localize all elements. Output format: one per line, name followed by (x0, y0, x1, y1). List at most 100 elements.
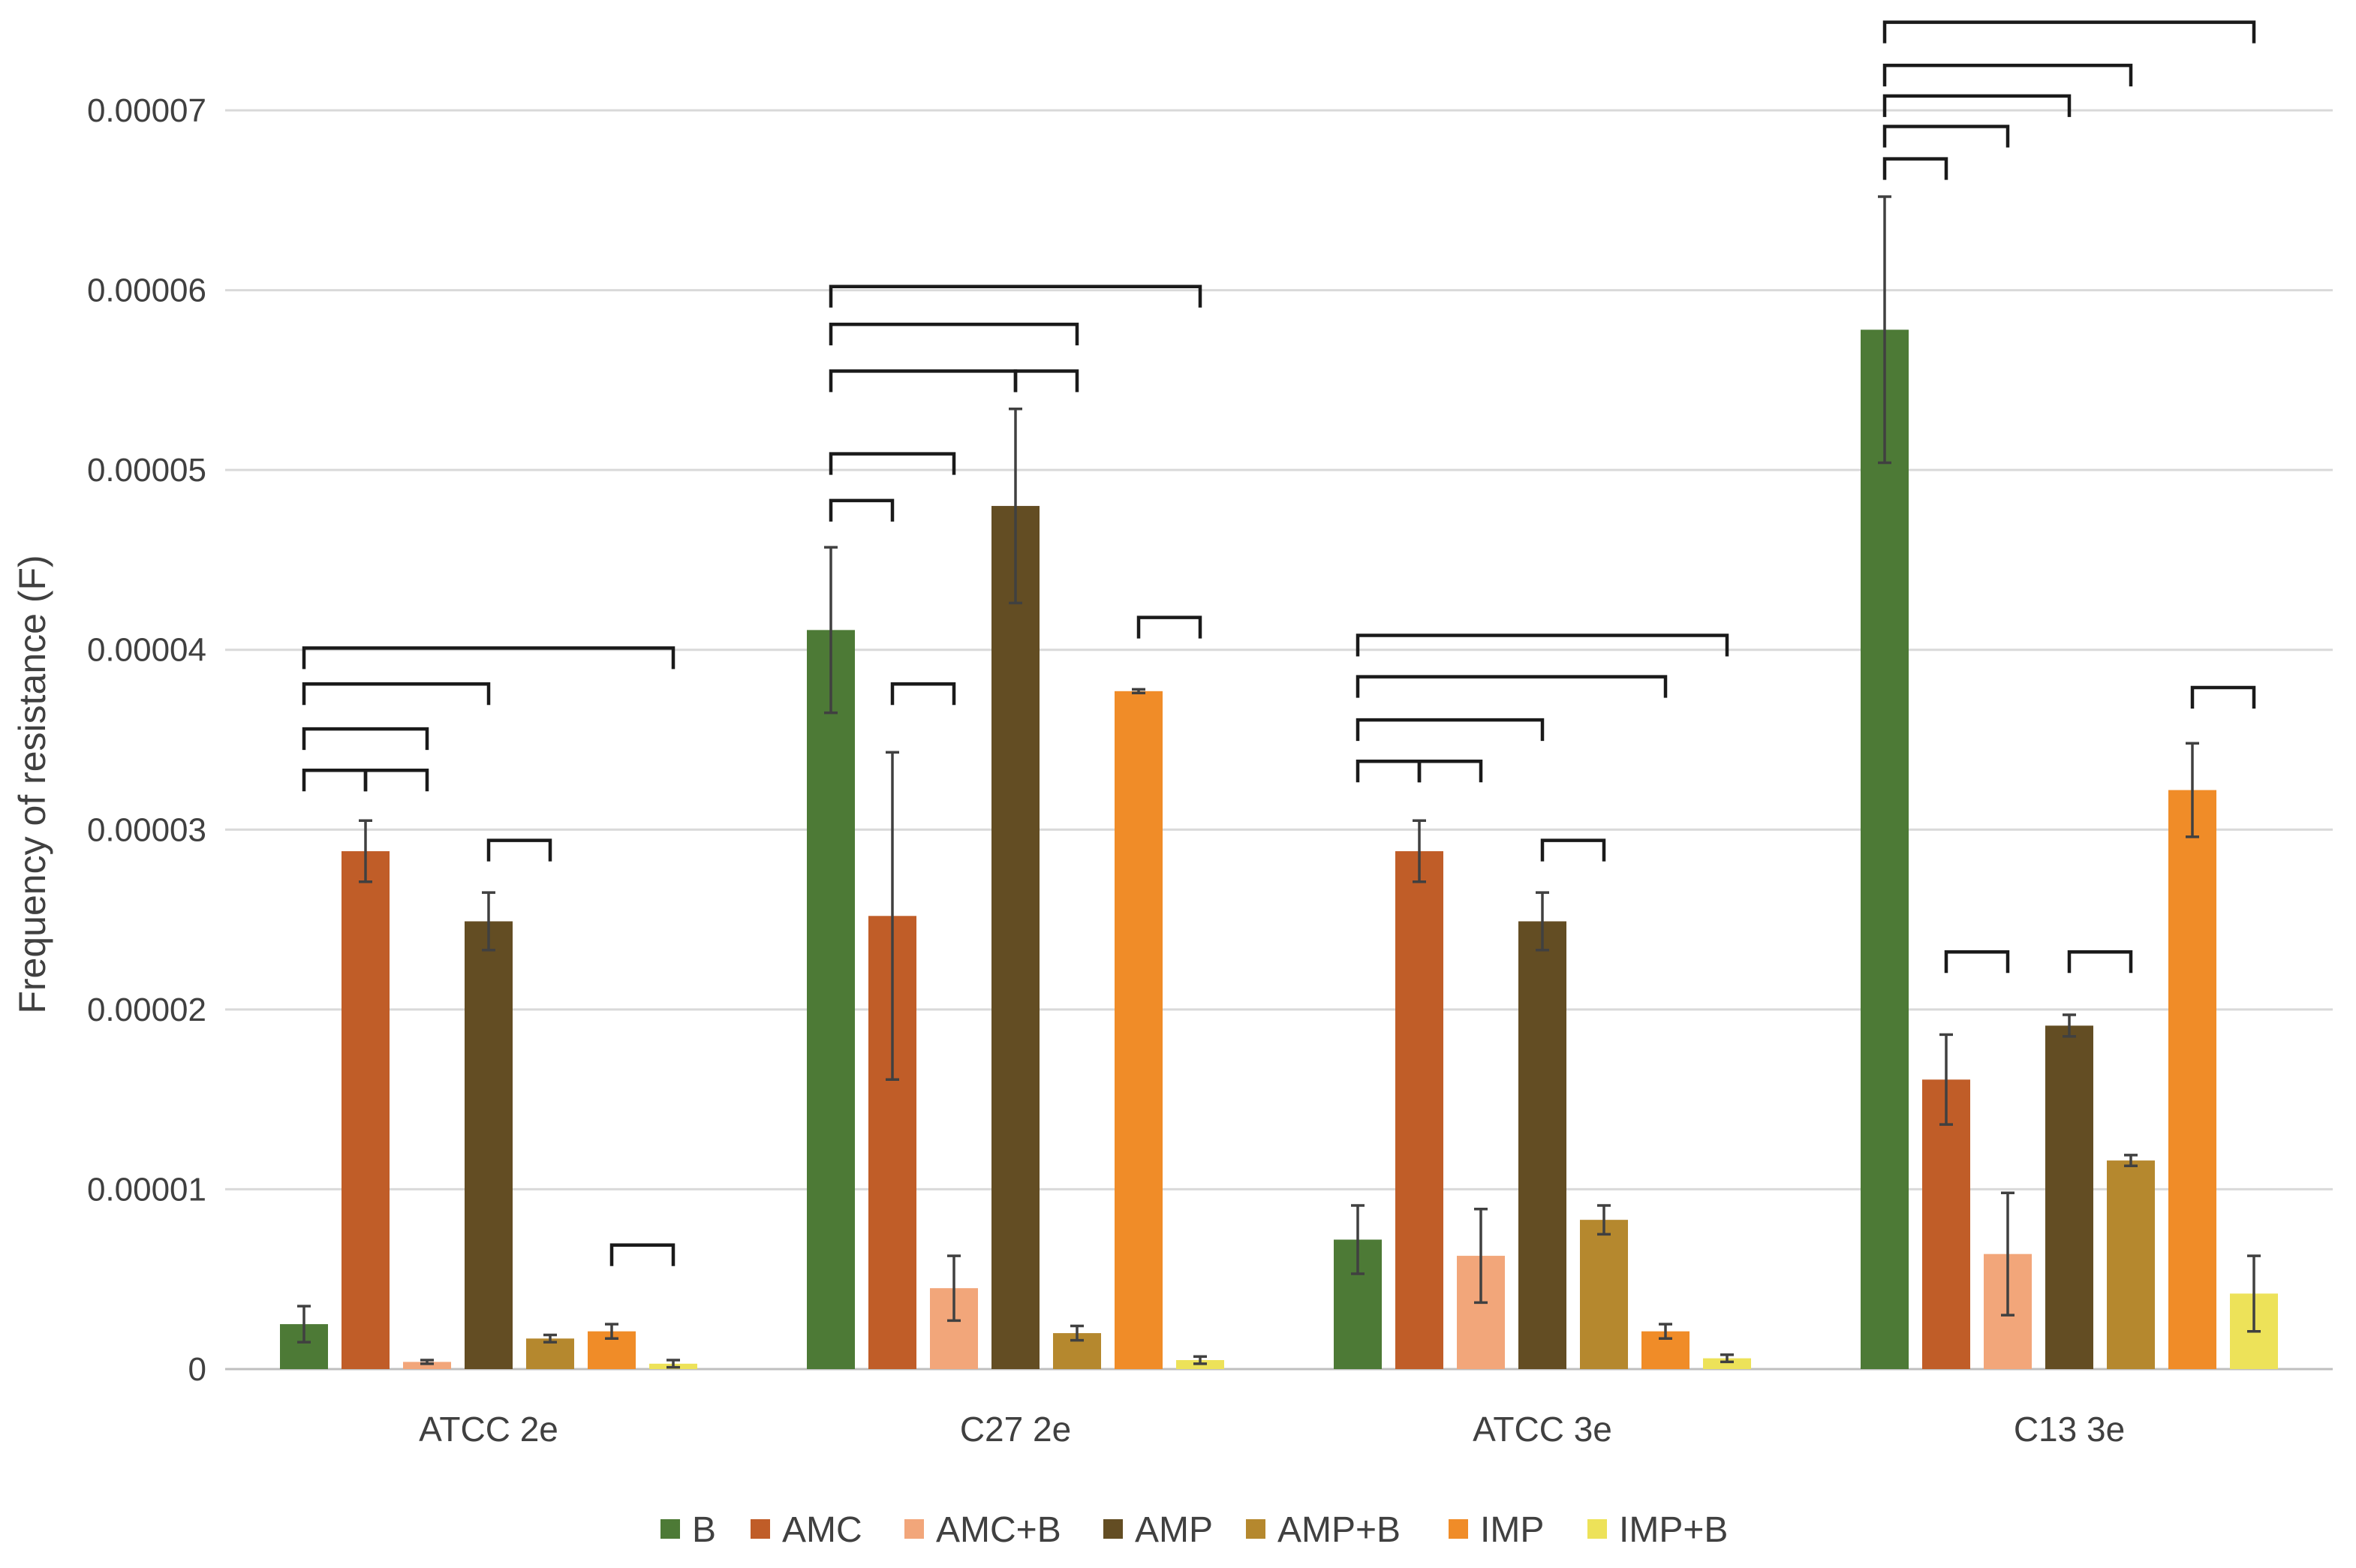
error-bar (1536, 891, 1549, 952)
significance-bracket (1882, 157, 1948, 180)
error-bar (2247, 1254, 2261, 1333)
gridlines (225, 109, 2333, 1371)
error-bar (1070, 1324, 1084, 1342)
legend-swatch (1246, 1519, 1265, 1539)
legend-label: B (692, 1510, 716, 1550)
bar (2168, 790, 2216, 1369)
error-bar (2063, 1013, 2076, 1038)
significance-bracket (1882, 20, 2256, 44)
bar (342, 851, 390, 1369)
significance-bracket (302, 727, 429, 751)
legend-swatch (751, 1519, 770, 1539)
significance-bracket (1356, 718, 1545, 742)
y-axis-tick-labels: 0 0.00001 0.00002 0.00003 0.00004 0.00005 0.00… (87, 92, 206, 1388)
error-bars (297, 195, 2261, 1369)
significance-bracket (1882, 94, 2072, 117)
y-tick-label: 0.00006 (87, 272, 206, 309)
legend-item: AMC (751, 1510, 862, 1550)
y-tick-label: 0.00001 (87, 1171, 206, 1208)
legend-item: IMP (1449, 1510, 1544, 1550)
error-bar (2124, 1154, 2138, 1168)
significance-bracket (829, 322, 1079, 346)
error-bar (824, 546, 838, 715)
bar (1703, 1358, 1751, 1369)
significance-bracket (302, 646, 676, 670)
error-bar (1132, 688, 1145, 694)
significance-bracket (1882, 63, 2133, 87)
error-bar (1659, 1323, 1672, 1341)
legend-label: IMP+B (1619, 1510, 1728, 1550)
error-bar (886, 751, 899, 1082)
error-bar (1720, 1353, 1734, 1364)
significance-bracket (829, 369, 1018, 393)
bar (807, 630, 855, 1369)
x-category-label: ATCC 2e (419, 1410, 558, 1449)
x-category-label: C27 2e (960, 1410, 1071, 1449)
error-bar (1193, 1355, 1207, 1365)
bar (1518, 921, 1566, 1369)
significance-bracket (829, 452, 956, 475)
legend-item: AMC+B (904, 1510, 1061, 1550)
bar (526, 1338, 574, 1369)
significance-bracket (890, 682, 956, 706)
bar (2107, 1160, 2155, 1369)
significance-bracket (302, 768, 368, 792)
significance-bracket (1356, 675, 1668, 698)
legend-swatch (1587, 1519, 1607, 1539)
y-axis-title: Frequency of resistance (F) (11, 555, 53, 1013)
error-bar (420, 1359, 434, 1365)
significance-bracket (829, 284, 1202, 308)
significance-bracket (1882, 125, 2010, 148)
legend-item: AMP (1103, 1510, 1213, 1550)
legend-label: AMC (782, 1510, 862, 1550)
significance-bracket (609, 1243, 676, 1266)
significance-bracket (1356, 760, 1422, 783)
significance-bracket (1013, 369, 1079, 393)
error-bar (1474, 1208, 1488, 1305)
error-bar (1597, 1204, 1611, 1236)
significance-bracket (1540, 838, 1606, 862)
significance-bracket (2067, 950, 2133, 974)
significance-bracket (829, 498, 895, 522)
legend-swatch (904, 1519, 924, 1539)
x-category-label: ATCC 3e (1473, 1410, 1612, 1449)
y-tick-label: 0.00007 (87, 92, 206, 129)
y-tick-label: 0 (188, 1351, 206, 1388)
bar (991, 506, 1040, 1369)
error-bar (482, 891, 495, 952)
bar (2045, 1025, 2093, 1369)
error-bar (1413, 819, 1426, 883)
significance-bracket (1417, 760, 1483, 783)
y-tick-label: 0.00005 (87, 452, 206, 489)
error-bar (605, 1323, 618, 1341)
legend-swatch (1103, 1519, 1123, 1539)
x-category-label: C13 3e (2014, 1410, 2125, 1449)
significance-bracket (1944, 950, 2010, 974)
error-bar (359, 819, 372, 883)
bar (403, 1362, 451, 1369)
legend-item: B (660, 1510, 716, 1550)
y-tick-label: 0.00004 (87, 632, 206, 669)
y-tick-label: 0.00003 (87, 811, 206, 848)
error-bar (666, 1359, 680, 1369)
error-bar (297, 1305, 311, 1344)
error-bar (1351, 1204, 1365, 1275)
legend-swatch (660, 1519, 680, 1539)
error-bar (2186, 742, 2199, 838)
significance-bracket (486, 838, 552, 862)
legend-label: AMP+B (1277, 1510, 1401, 1550)
error-bar (543, 1333, 557, 1344)
error-bar (1939, 1033, 1953, 1126)
bar (1922, 1079, 1970, 1369)
legend: B AMC AMC+B AMP AMP+B IMP IMP+B (660, 1510, 1728, 1550)
legend-label: AMP (1135, 1510, 1213, 1550)
error-bar (1009, 407, 1022, 605)
legend-item: AMP+B (1246, 1510, 1401, 1550)
significance-bracket (2190, 685, 2256, 709)
error-bar (1878, 195, 1891, 465)
significance-brackets (302, 20, 2256, 1266)
y-tick-label: 0.00002 (87, 992, 206, 1028)
legend-item: IMP+B (1587, 1510, 1728, 1550)
